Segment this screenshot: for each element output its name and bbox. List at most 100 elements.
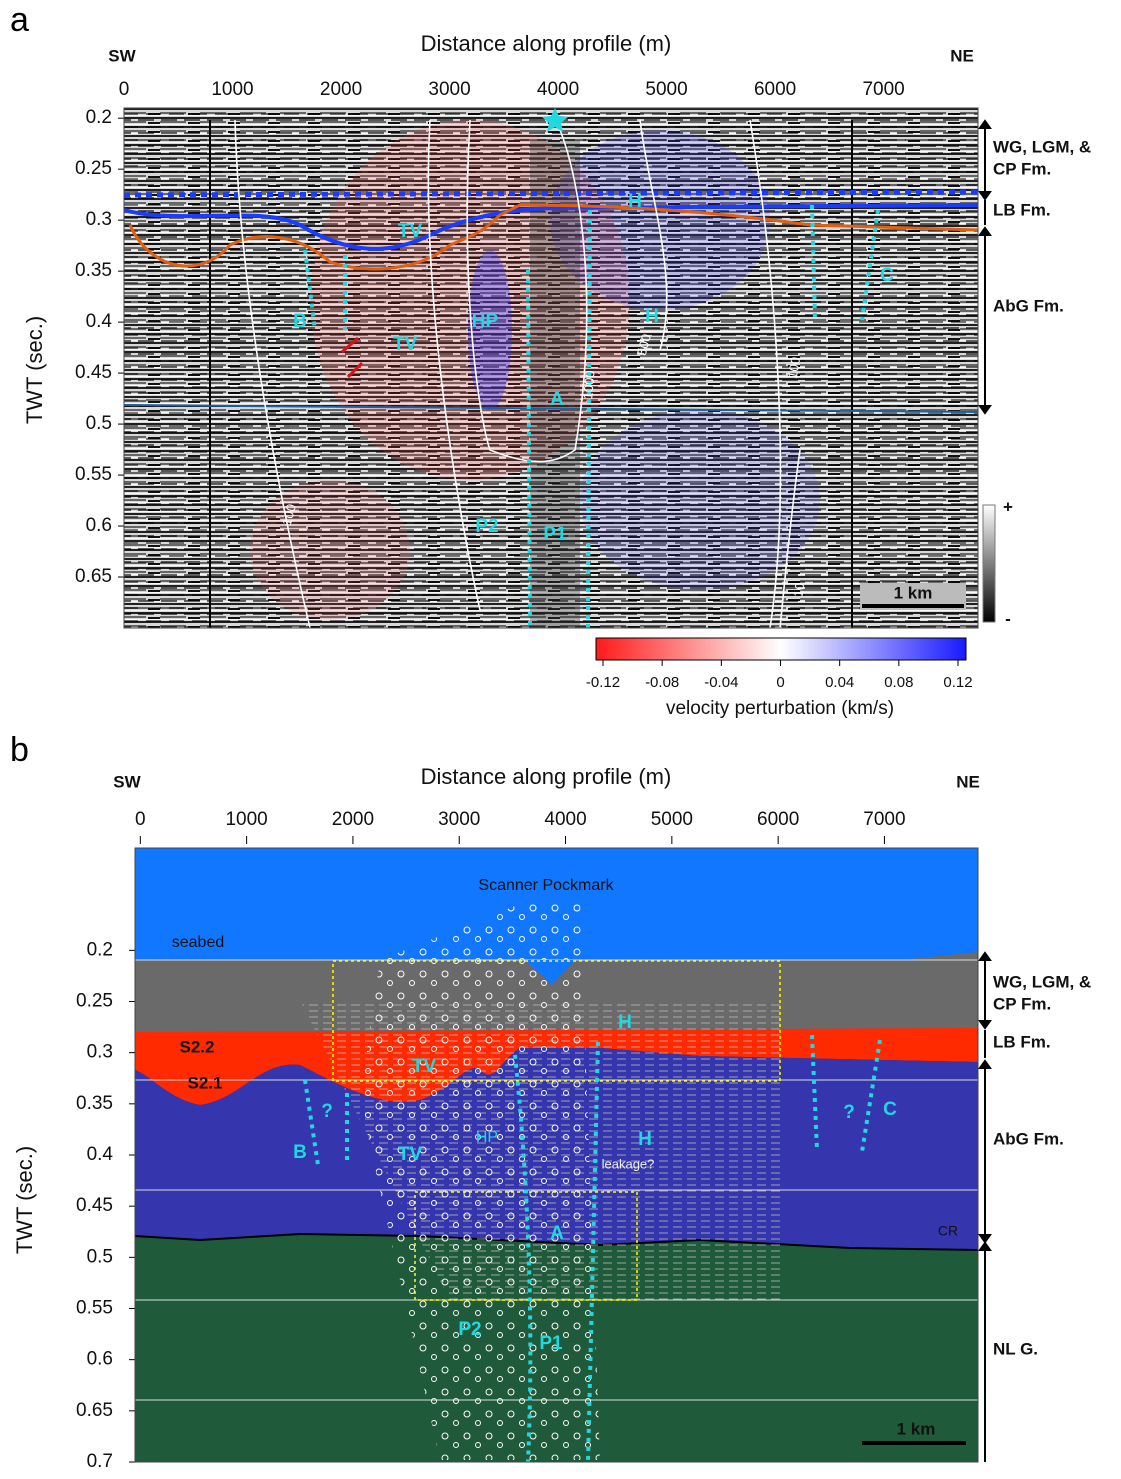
chimney xyxy=(530,140,580,628)
x-title: Distance along profile (m) xyxy=(421,31,672,56)
x-title: Distance along profile (m) xyxy=(421,764,672,789)
y-tick-label: 0.3 xyxy=(87,1042,113,1063)
x-tick-label: 0 xyxy=(119,79,130,100)
sw-label: SW xyxy=(113,772,141,791)
pipe xyxy=(810,204,817,321)
formation-brackets xyxy=(978,119,992,415)
inset-box xyxy=(332,960,781,1082)
ne-label: NE xyxy=(956,772,980,791)
annotation: C xyxy=(880,265,894,286)
y-tick-label: 0.4 xyxy=(87,1144,114,1165)
scale-bar-label: 1 km xyxy=(897,1419,936,1438)
annotation: P1 xyxy=(543,524,567,545)
y-tick-label: 0.65 xyxy=(75,566,112,587)
x-tick-label: 5000 xyxy=(645,79,687,100)
panel-label: b xyxy=(10,731,29,769)
colorbar-tick-label: 0.04 xyxy=(825,674,854,691)
colorbar-title: velocity perturbation (km/s) xyxy=(666,698,894,719)
plot-frame xyxy=(123,107,979,629)
seismic-texture xyxy=(124,108,978,628)
panel-label: a xyxy=(10,1,29,39)
x-tick-label: 2000 xyxy=(320,79,362,100)
pockmark xyxy=(525,960,575,985)
annotation: H xyxy=(628,191,642,212)
pipe xyxy=(860,1039,882,1153)
y-tick-label: 0.4 xyxy=(86,311,113,332)
annotation: CR xyxy=(938,1223,958,1239)
y-tick-label: 0.65 xyxy=(76,1400,113,1421)
annotation: C xyxy=(883,1099,897,1120)
formation-label: LB Fm. xyxy=(993,200,1051,219)
pipe xyxy=(526,269,532,629)
formation-label: WG, LGM, & xyxy=(993,972,1091,991)
y-tick-label: 0.3 xyxy=(86,209,112,230)
x-tick-label: 7000 xyxy=(863,809,905,830)
annotation: TV xyxy=(412,1056,437,1077)
x-tick-label: 1000 xyxy=(211,79,253,100)
x-tick-label: 4000 xyxy=(544,809,586,830)
x-tick-label: 2000 xyxy=(332,809,374,830)
horizon-orange xyxy=(128,203,979,271)
annotation: ? xyxy=(321,1101,333,1122)
ne-label: NE xyxy=(950,46,974,65)
annotation: Scanner Pockmark xyxy=(478,877,614,894)
gas-bubbles xyxy=(360,900,600,1460)
annotation: HP xyxy=(476,1129,498,1146)
velocity-anomaly xyxy=(550,130,770,310)
horizon-cr xyxy=(123,404,979,413)
annotation: S2.2 xyxy=(180,1037,215,1056)
annotation: seabed xyxy=(172,934,225,951)
y-tick-label: 0.2 xyxy=(86,107,112,128)
panel-a: a SW NE Distance along profile (m) TWT (… xyxy=(10,1,1091,719)
y-tick-label: 0.55 xyxy=(75,464,112,485)
y-tick-label: 0.45 xyxy=(76,1195,113,1216)
velocity-anomaly xyxy=(580,410,820,590)
x-tick-label: 3000 xyxy=(428,79,470,100)
contours xyxy=(234,119,801,629)
formation-label: WG, LGM, & xyxy=(993,137,1091,156)
scale-bar-label: 1 km xyxy=(894,583,933,602)
colorbar-tick-label: -0.08 xyxy=(645,674,679,691)
contour-label: 100 xyxy=(785,356,804,380)
formation-label: AbG Fm. xyxy=(993,1129,1064,1148)
contour-label: 500 xyxy=(634,332,654,357)
formation-label: CP Fm. xyxy=(993,994,1051,1013)
pipe xyxy=(860,209,880,321)
annotation: TV xyxy=(398,1144,423,1165)
velocity-anomaly xyxy=(468,250,512,410)
y-tick-label: 0.35 xyxy=(76,1093,113,1114)
sw-label: SW xyxy=(108,46,136,65)
annotation: S2.1 xyxy=(188,1073,223,1092)
x-tick-label: 1000 xyxy=(225,809,267,830)
pipe xyxy=(586,1041,600,1463)
velocity-anomaly xyxy=(250,480,410,620)
annotation: P2 xyxy=(475,516,498,537)
panel-b: b SW NE Distance along profile (m) TWT (… xyxy=(10,731,1091,1463)
annotation: A xyxy=(550,389,564,410)
annotation: ? xyxy=(843,1102,855,1123)
fault-arrows xyxy=(341,336,364,379)
formation-label: AbG Fm. xyxy=(993,296,1064,315)
annotation: P1 xyxy=(539,1333,563,1354)
colorbar-tick-label: 0.12 xyxy=(943,674,972,691)
annotation: HP xyxy=(472,311,499,332)
y-tick-label: 0.2 xyxy=(87,939,113,960)
annotation: B xyxy=(293,1142,307,1163)
x-tick-label: 7000 xyxy=(862,79,904,100)
annotation: B xyxy=(293,311,307,332)
x-tick-label: 4000 xyxy=(537,79,579,100)
annotation: H xyxy=(638,1129,652,1150)
star xyxy=(542,108,568,132)
colorbar-tick-label: -0.12 xyxy=(586,674,620,691)
y-tick-label: 0.25 xyxy=(75,158,112,179)
y-title: TWT (sec.) xyxy=(12,1146,37,1254)
grayscale-label: + xyxy=(1003,497,1013,516)
y-tick-label: 0.35 xyxy=(75,260,112,281)
pipe xyxy=(810,1034,819,1151)
formation-label: NL G. xyxy=(993,1339,1038,1358)
pipe xyxy=(513,1054,533,1463)
x-tick-label: 0 xyxy=(135,809,146,830)
y-tick-label: 0.6 xyxy=(87,1349,113,1370)
annotation: leakage? xyxy=(602,1156,655,1171)
